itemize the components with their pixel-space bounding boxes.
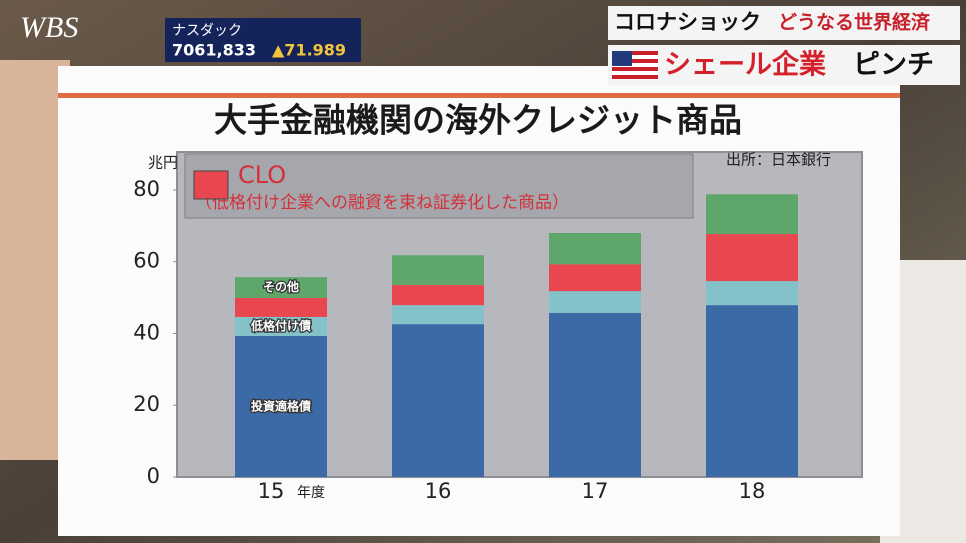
chart-title: 大手金融機関の海外クレジット商品 — [214, 101, 742, 140]
bar-segment — [706, 234, 798, 282]
chart: 0 20 40 60 80 15 投資適格債 低格付け債 その他 16 17 18 年度 CLO — [133, 161, 798, 503]
bar-segment — [706, 194, 798, 235]
segment-label: その他 — [263, 279, 299, 294]
bar-segment — [549, 291, 641, 314]
legend-swatch — [193, 170, 229, 200]
bar-segment — [549, 264, 641, 292]
x-tick-label: 17 — [582, 479, 609, 503]
bar-segment — [549, 313, 641, 477]
bar-segment — [706, 281, 798, 306]
bar-segment — [392, 255, 484, 286]
subheadline-main: シェール企業 — [664, 49, 826, 81]
x-axis-label: 年度 — [297, 485, 325, 501]
y-tick-label: 60 — [133, 249, 160, 273]
headline-box — [608, 6, 960, 40]
y-tick-label: 20 — [133, 392, 160, 416]
legend-label: CLO — [238, 161, 286, 189]
bar-segment — [392, 285, 484, 306]
subheadline-tail: ピンチ — [853, 50, 934, 81]
ticker-value: 7061,833 — [172, 41, 256, 60]
y-tick-label: 40 — [133, 320, 160, 344]
bar-segment — [392, 324, 484, 477]
ticker-change: ▲71.989 — [272, 41, 346, 60]
y-tick-label: 80 — [133, 177, 160, 201]
bar-segment — [235, 297, 327, 317]
y-tick-label: 0 — [147, 464, 160, 488]
x-tick-label: 16 — [425, 479, 452, 503]
logo: WBS — [20, 11, 78, 44]
bar-segment — [392, 305, 484, 325]
y-axis-label: 兆円 — [148, 154, 178, 172]
bar-segment — [235, 316, 327, 336]
bar-segment — [235, 335, 327, 477]
title-rule — [58, 93, 900, 98]
x-tick-label: 15 — [258, 479, 285, 503]
bar-segment — [549, 233, 641, 265]
headline-main: コロナショック — [614, 10, 761, 34]
bar-segment — [706, 305, 798, 477]
ticker-name: ナスダック — [172, 23, 242, 39]
subheadline-box — [608, 45, 960, 85]
bar-segment — [235, 277, 327, 298]
segment-label: 低格付け債 — [250, 318, 311, 333]
legend-note: （低格付け企業への融資を束ね証券化した商品） — [195, 193, 569, 213]
segment-label: 投資適格債 — [251, 399, 311, 414]
legend-box — [184, 153, 694, 219]
source: 出所：日本銀行 — [726, 151, 831, 169]
ticker-box — [165, 18, 361, 62]
x-tick-label: 18 — [739, 479, 766, 503]
us-flag — [612, 51, 658, 79]
headline-sub: どうなる世界経済 — [778, 11, 931, 34]
